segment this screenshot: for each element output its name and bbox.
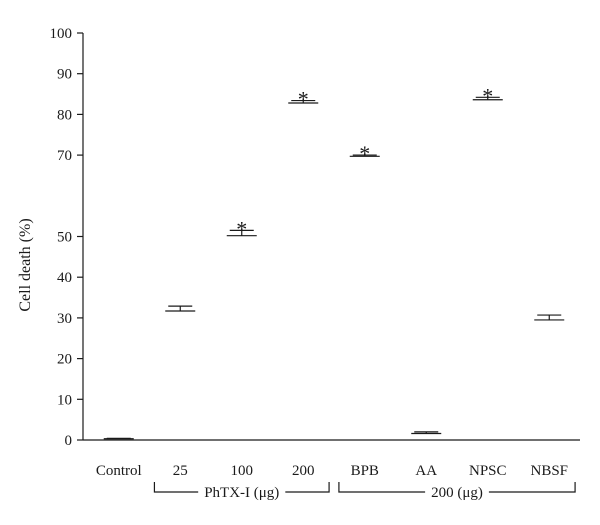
bars [103,99,565,440]
y-axis-title: Cell death (%) [17,218,34,311]
x-tick-label: 200 [292,463,315,479]
significance-markers: * * * * [236,83,493,241]
y-tick-label: 20 [57,352,72,368]
significance-star: * [236,216,247,241]
y-tick-label: 80 [57,107,72,123]
y-tick-label: 70 [57,148,72,164]
x-tick-label: NPSC [469,463,507,479]
y-tick-label: 50 [57,230,72,246]
group-label: 200 (μg) [431,485,483,501]
x-tick-label: BPB [351,463,379,479]
error-bars [106,96,562,439]
group-bracket-right [285,482,330,493]
x-tick-label: Control [96,463,142,479]
x-tick-label: AA [415,463,437,479]
x-axis-labels: Control 25 100 200 BPB AA NPSC NBSF [96,463,568,479]
group-label: PhTX-I (μg) [204,485,279,501]
group-bracket-left [338,482,426,493]
x-tick-label: 25 [173,463,188,479]
significance-star: * [298,87,309,112]
y-tick-label: 40 [57,270,72,286]
x-tick-label: NBSF [530,463,568,479]
x-tick-label: 100 [231,463,254,479]
group-bracket-left [153,482,199,493]
y-tick-label: 90 [57,67,72,83]
y-tick-label: 10 [57,392,72,408]
y-tick-label: 30 [57,311,72,327]
significance-star: * [359,141,370,166]
group-bracket-right [488,482,576,493]
group-brackets: PhTX-I (μg) 200 (μg) [153,482,576,501]
y-tick-label: 0 [65,433,73,449]
significance-star: * [482,83,493,108]
y-axis-ticks: 0 10 20 30 40 50 70 80 90 100 [50,26,83,449]
y-tick-label: 100 [50,26,73,42]
